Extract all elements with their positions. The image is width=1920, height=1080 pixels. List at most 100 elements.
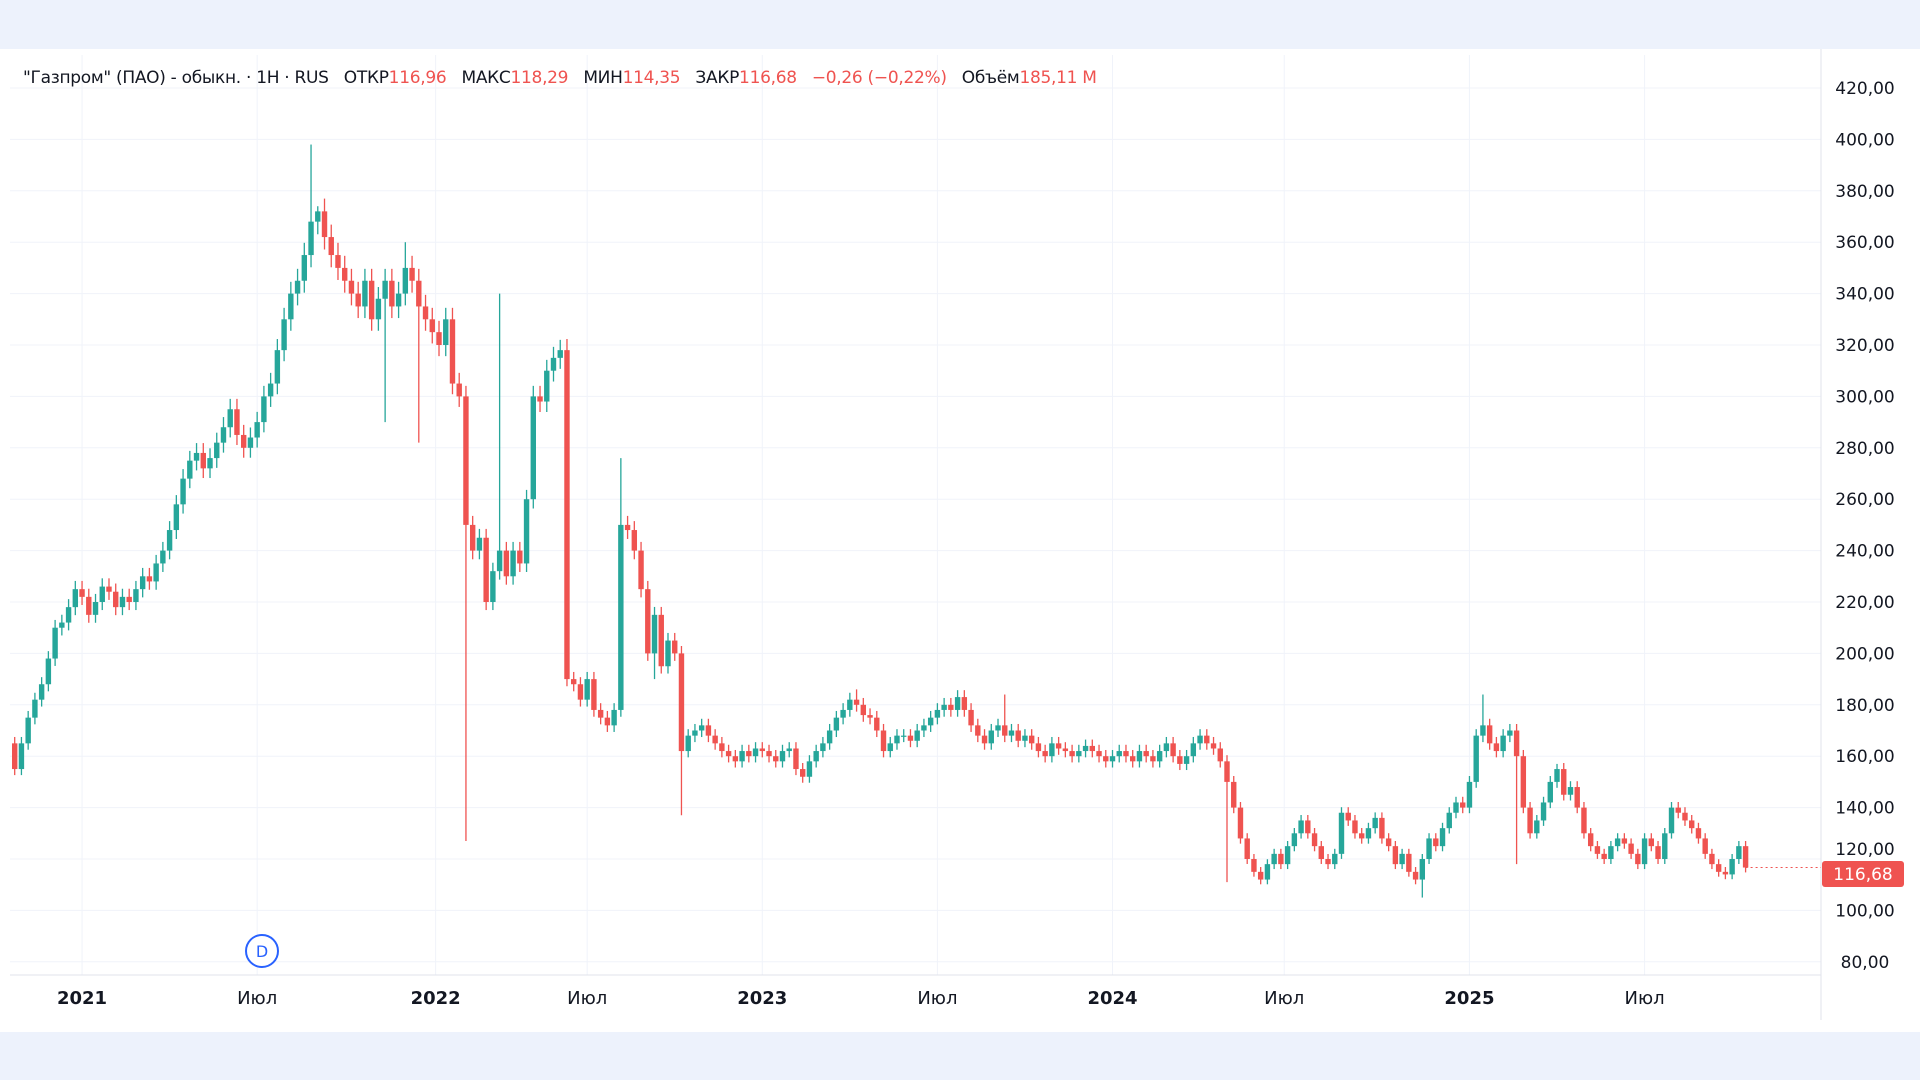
price-tick-label: 360,00 [1835,233,1894,253]
candle [45,651,52,692]
candle [1055,736,1062,755]
candle-body [1581,807,1587,834]
price-tick-label: 300,00 [1835,387,1894,407]
candle-body [1062,748,1069,752]
candle [1069,744,1075,763]
candle-body [1278,853,1284,865]
candle-body [597,709,604,718]
candle-body [59,622,65,628]
candle [422,294,429,331]
candle-body [880,730,887,752]
candle-body [685,735,691,752]
chart-panel: 420,00 400,00 380,00 360,00 340,00 320,00 300,… [0,49,1920,1032]
time-axis[interactable]: 2021 Июл 2022 Июл 2023 Июл 2024 Июл 2025 Июл [57,988,1665,1009]
candle [315,206,321,235]
symbol-title[interactable]: "Газпром" (ПАО) - обыкн. · 1Н · RUS [23,68,329,88]
candle [456,372,462,407]
candle [1722,867,1729,880]
candle [1082,739,1089,758]
candle-body [833,717,840,731]
candle-body [1217,748,1223,762]
candle [658,606,664,674]
candle [1662,828,1668,864]
candle [1574,781,1580,814]
candle [1614,833,1621,852]
candle-body [853,699,860,705]
candle-body [180,478,186,505]
candle [1008,723,1015,743]
candle-body [1257,871,1264,880]
candle-body [389,280,395,307]
candle [799,762,806,783]
candle-body [315,211,321,222]
candle [880,723,887,758]
candlestick-chart[interactable]: 420,00 400,00 380,00 360,00 340,00 320,00 300,… [0,49,1920,1032]
candle [1109,749,1116,768]
candle-body [658,614,664,667]
price-tick-label: 100,00 [1835,901,1894,921]
dividend-marker[interactable]: D [245,934,279,968]
candle [395,281,402,319]
candle [1096,744,1102,763]
price-axis[interactable]: 420,00 400,00 380,00 360,00 340,00 320,00 300,… [1835,79,1894,973]
candle-body [645,589,651,654]
candle-body [1736,846,1742,859]
candle-body [1096,751,1102,757]
candle-body [1028,735,1035,744]
candle-body [746,751,752,757]
candle-body [1433,838,1439,847]
candle [106,578,112,600]
candle-body [1082,745,1089,752]
candle [214,432,220,468]
candle-body [308,221,314,256]
candle-body [106,586,112,592]
candle-body [220,427,227,443]
price-tick-label: 260,00 [1835,490,1894,510]
candle [160,541,166,572]
candle-body [1163,743,1170,752]
candle-body [1742,846,1749,868]
candle-body [1183,756,1190,764]
last-price-value: 116,68 [1833,865,1892,885]
candle [773,749,779,768]
change-value: −0,26 (−0,22%) [811,68,947,88]
candle [1379,812,1385,844]
candle-body [288,293,294,320]
candle-body [86,596,92,615]
candle-body [193,452,200,461]
candle [874,710,880,738]
candle [335,242,341,280]
candle [1392,841,1399,870]
candle [1365,822,1372,844]
candle-body [1662,833,1668,859]
candle-body [335,255,341,268]
candle [1513,723,1520,865]
candle-body [254,422,260,438]
candle-body [948,704,954,710]
candle-body [247,437,254,448]
candle-body [1244,838,1250,859]
candle [813,744,819,768]
candle [571,671,577,692]
candle [18,736,25,776]
candle-body [1035,743,1042,752]
candle-body [759,748,765,752]
candle [806,755,813,783]
candle-body [294,280,301,294]
close-label: ЗАКР [695,68,740,88]
candle [1231,775,1237,814]
candle-body [274,350,281,384]
candle-body [934,709,941,718]
candle-body [1103,756,1109,762]
price-tick-label: 240,00 [1835,542,1894,562]
candle [240,424,247,458]
candle-body [1695,828,1702,839]
candle [429,307,435,344]
candle-body [806,761,813,777]
candle-body [1702,838,1708,854]
candle-body [1574,787,1580,808]
candle-body [146,576,153,582]
candle-body [941,704,947,710]
time-tick-label: 2024 [1087,988,1137,1009]
candle-body [1460,802,1466,808]
